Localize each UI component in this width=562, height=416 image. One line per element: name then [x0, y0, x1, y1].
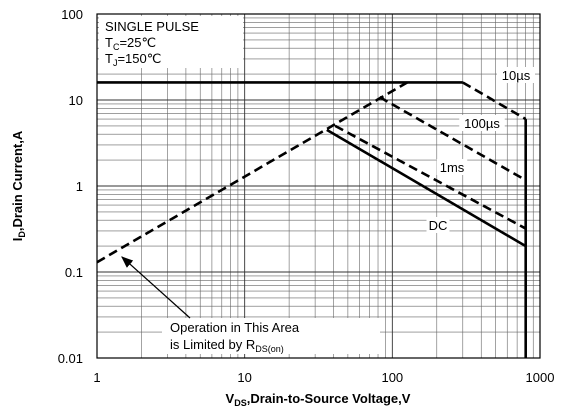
series-label-bg — [459, 115, 505, 131]
y-tick-label: 100 — [61, 7, 83, 22]
series-label: 1ms — [440, 160, 465, 175]
y-tick-label: 1 — [76, 179, 83, 194]
series-line — [96, 81, 408, 264]
plot-frame — [96, 13, 541, 359]
x-tick-label: 100 — [381, 370, 403, 385]
lines — [96, 81, 527, 358]
info-line: TJ=150℃ — [105, 51, 161, 68]
series-label-bg — [426, 217, 450, 233]
info-line: SINGLE PULSE — [105, 19, 199, 34]
series-label-bg — [436, 159, 468, 175]
y-tick-label: 10 — [69, 93, 83, 108]
series-label: 100µs — [464, 116, 500, 131]
series-line — [462, 81, 527, 121]
series-label: DC — [429, 218, 448, 233]
x-tick-label: 1000 — [526, 370, 555, 385]
x-tick-label: 1 — [93, 370, 100, 385]
series-label: 10µs — [502, 68, 531, 83]
annotation-text: is Limited by RDS(on) — [170, 337, 284, 354]
annotation-text: Operation in This Area — [170, 320, 300, 335]
y-tick-label: 0.1 — [65, 265, 83, 280]
info-line: TC=25℃ — [105, 35, 156, 52]
annotation-arrow — [121, 256, 191, 319]
series-label-bg — [497, 67, 535, 83]
series-line — [326, 128, 527, 248]
y-axis-label: ID,Drain Current,A — [10, 130, 27, 241]
y-tick-label: 0.01 — [58, 351, 83, 366]
annotation-box — [162, 318, 380, 354]
series-line — [334, 124, 527, 230]
x-axis-label: VDS,Drain-to-Source Voltage,V — [226, 391, 411, 408]
series-line — [378, 95, 527, 182]
x-tick-label: 10 — [237, 370, 251, 385]
info-box — [99, 16, 243, 68]
